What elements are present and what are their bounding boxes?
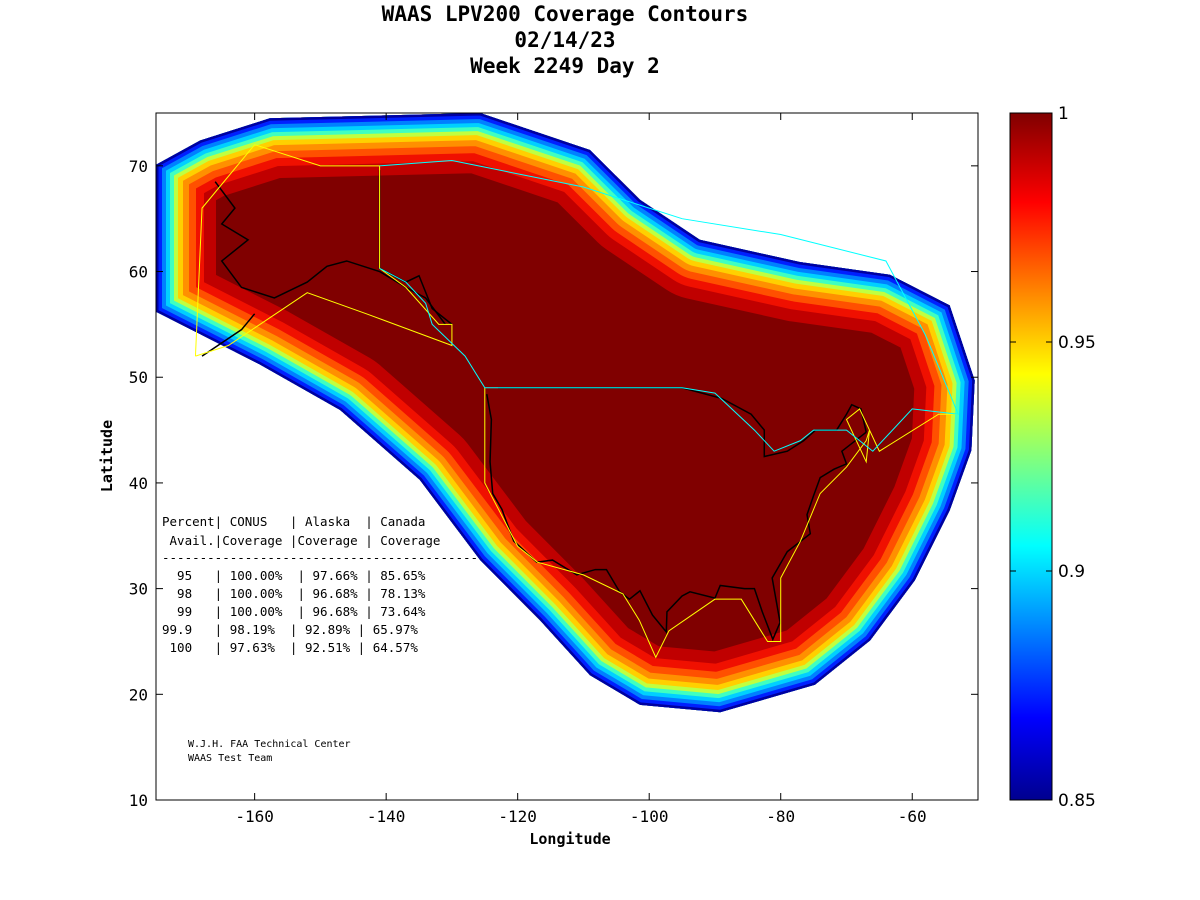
conus-service-area [484,387,959,659]
credit-line-1: W.J.H. FAA Technical Center [188,739,351,750]
y-tick-label: 10 [129,791,148,810]
coverage-table: Percent| CONUS | Alaska | Canada Avail.|… [162,514,478,655]
colorbar-tick-label: 0.95 [1058,333,1096,353]
alaska-service-area [194,144,453,357]
x-tick-label: -60 [898,807,927,826]
chart-title-line-3: Week 2249 Day 2 [470,54,660,78]
us-canada-border [497,387,867,458]
colorbar-tick-label: 0.85 [1058,791,1096,811]
x-tick-label: -120 [498,807,537,826]
y-axis-label: Latitude [98,420,116,492]
x-tick-label: -160 [235,807,274,826]
table-header-1: Percent| CONUS | Alaska | Canada [162,514,425,529]
table-row: 98 | 100.00% | 96.68% | 78.13% [162,586,426,601]
colorbar-tick-label: 0.9 [1058,562,1085,582]
x-tick-label: -80 [766,807,795,826]
x-tick-label: -100 [630,807,669,826]
colorbar [1009,112,1053,801]
plot-frame [155,112,979,801]
y-tick-label: 20 [129,685,148,704]
table-row: 100 | 97.63% | 92.51% | 64.57% [162,640,418,655]
x-axis-label: Longitude [529,830,610,848]
table-row: 99.9 | 98.19% | 92.89% | 65.97% [162,622,418,637]
table-row: 95 | 100.00% | 97.66% | 85.65% [162,568,426,583]
y-tick-label: 70 [129,157,148,176]
geographic-outlines [194,144,960,659]
y-tick-label: 50 [129,368,148,387]
table-divider: ----------------------------------------… [162,550,478,565]
canada-service-area [379,160,960,452]
aleutians [201,313,256,357]
table-header-2: Avail.|Coverage |Coverage | Coverage [162,533,440,548]
x-tick-label: -140 [367,807,406,826]
chart-title-line-2: 02/14/23 [514,28,616,52]
chart-title-line-1: WAAS LPV200 Coverage Contours [381,2,749,26]
y-tick-label: 60 [129,263,148,282]
colorbar-tick-label: 1 [1058,104,1069,124]
table-row: 99 | 100.00% | 96.68% | 73.64% [162,604,426,619]
y-tick-label: 30 [129,580,148,599]
y-tick-label: 40 [129,474,148,493]
credit-line-2: WAAS Test Team [188,753,272,764]
